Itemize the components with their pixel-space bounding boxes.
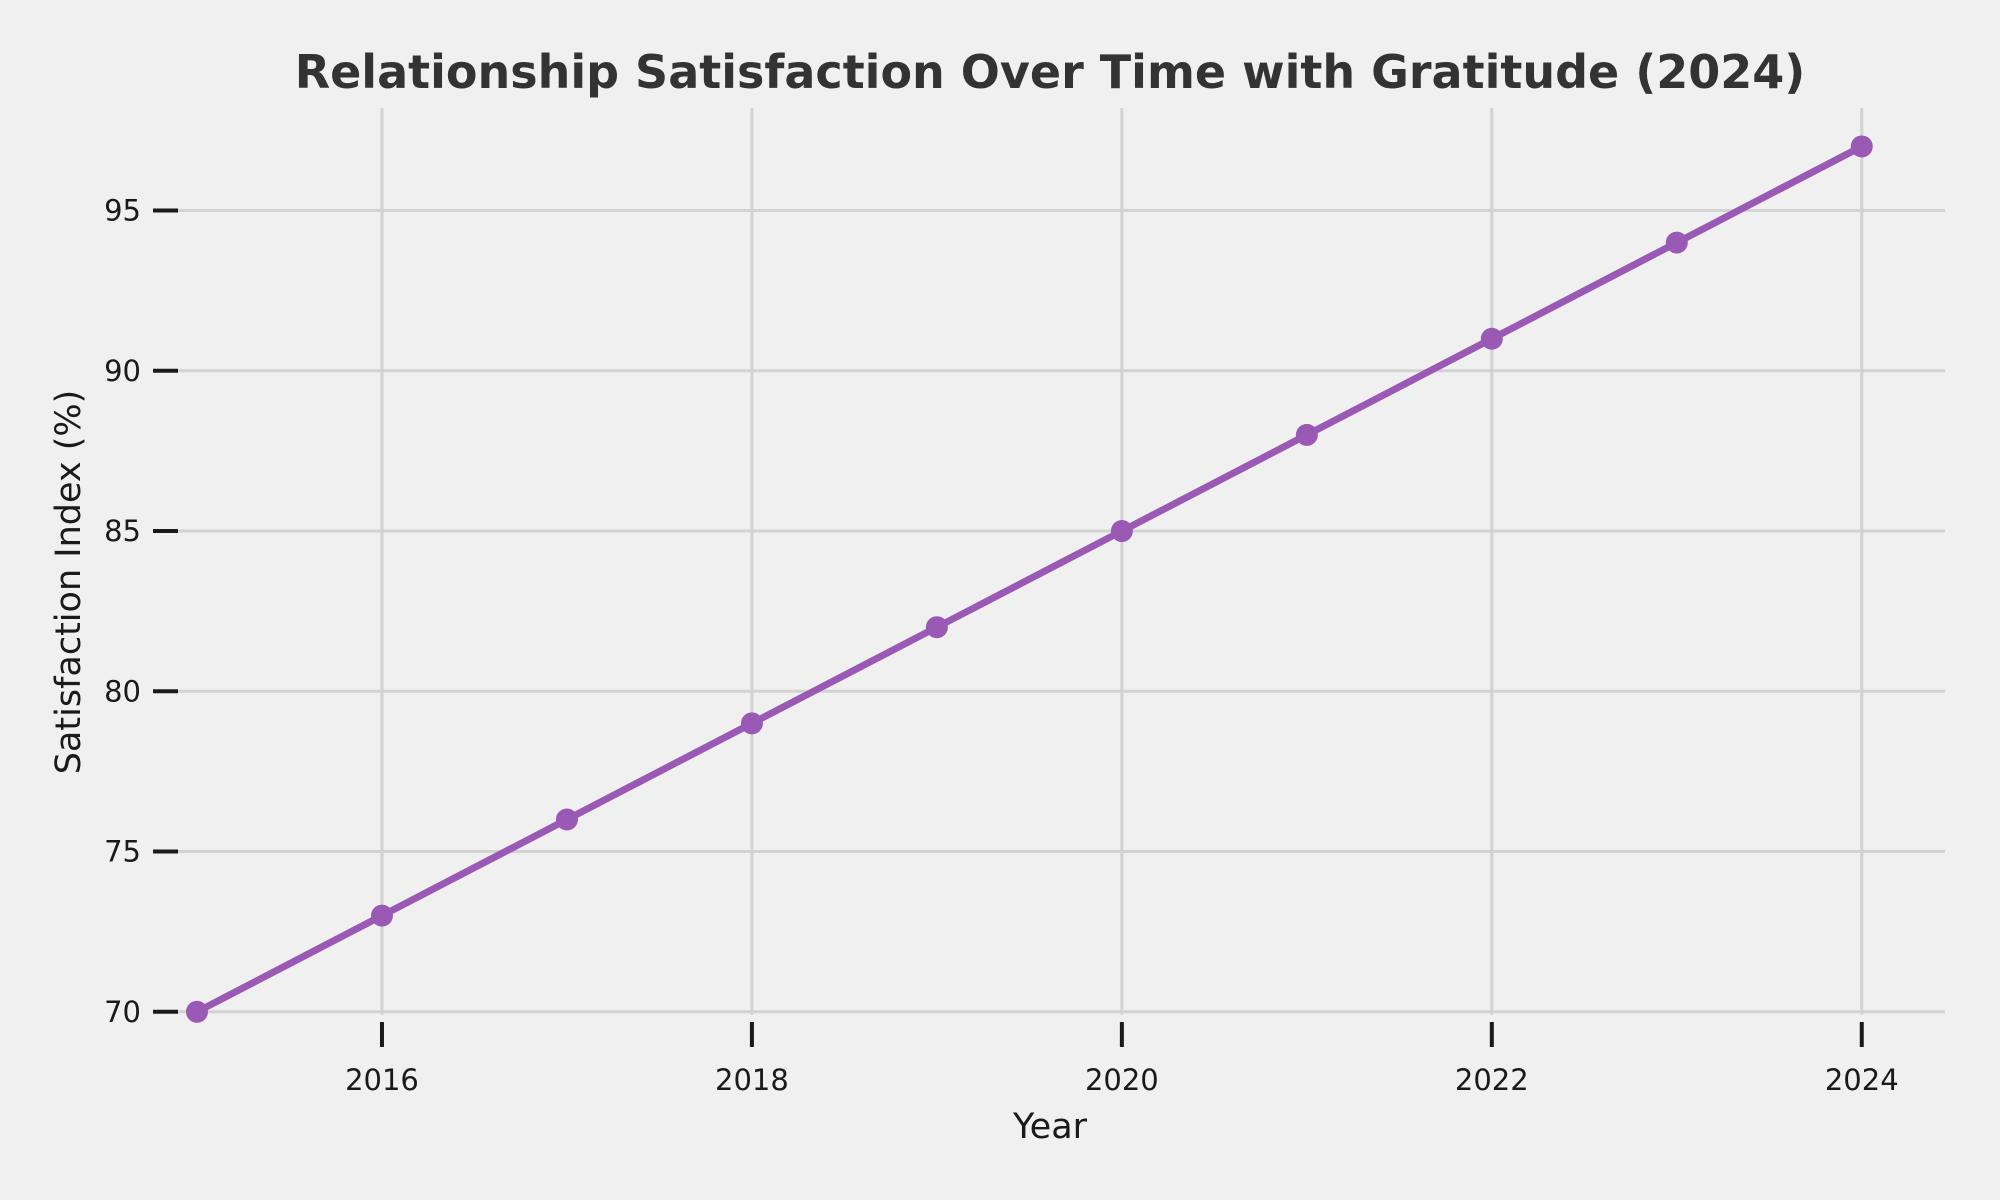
data-point [1295,423,1318,446]
y-axis-label: Satisfaction Index (%) [49,390,89,775]
data-point [370,904,393,927]
y-tick-label: 85 [104,514,141,548]
chart-title: Relationship Satisfaction Over Time with… [295,45,1806,99]
x-tick-label: 2022 [1455,1063,1529,1097]
y-tick-label: 90 [104,354,141,388]
data-point [1110,520,1133,543]
x-tick-label: 2024 [1825,1063,1899,1097]
y-tick-label: 80 [104,674,141,708]
x-axis-label: Year [1012,1107,1088,1147]
data-point [740,712,763,735]
grid [160,108,1945,1015]
y-tick-label: 75 [104,835,141,869]
data-point [1850,135,1873,158]
x-tick-label: 2018 [715,1063,789,1097]
axis-ticks: 70 75 80 85 90 95 2016 2018 2020 2022 2024 [104,194,1899,1097]
x-tick-label: 2016 [345,1063,419,1097]
data-point [925,616,948,639]
data-point [185,1000,208,1023]
x-tick-label: 2020 [1085,1063,1159,1097]
y-tick-label: 95 [104,194,141,228]
series-line [193,142,1866,1016]
data-point [1665,231,1688,254]
data-point [555,808,578,831]
data-point [1480,327,1503,350]
series-layer [185,135,1873,1023]
y-tick-label: 70 [104,995,141,1029]
